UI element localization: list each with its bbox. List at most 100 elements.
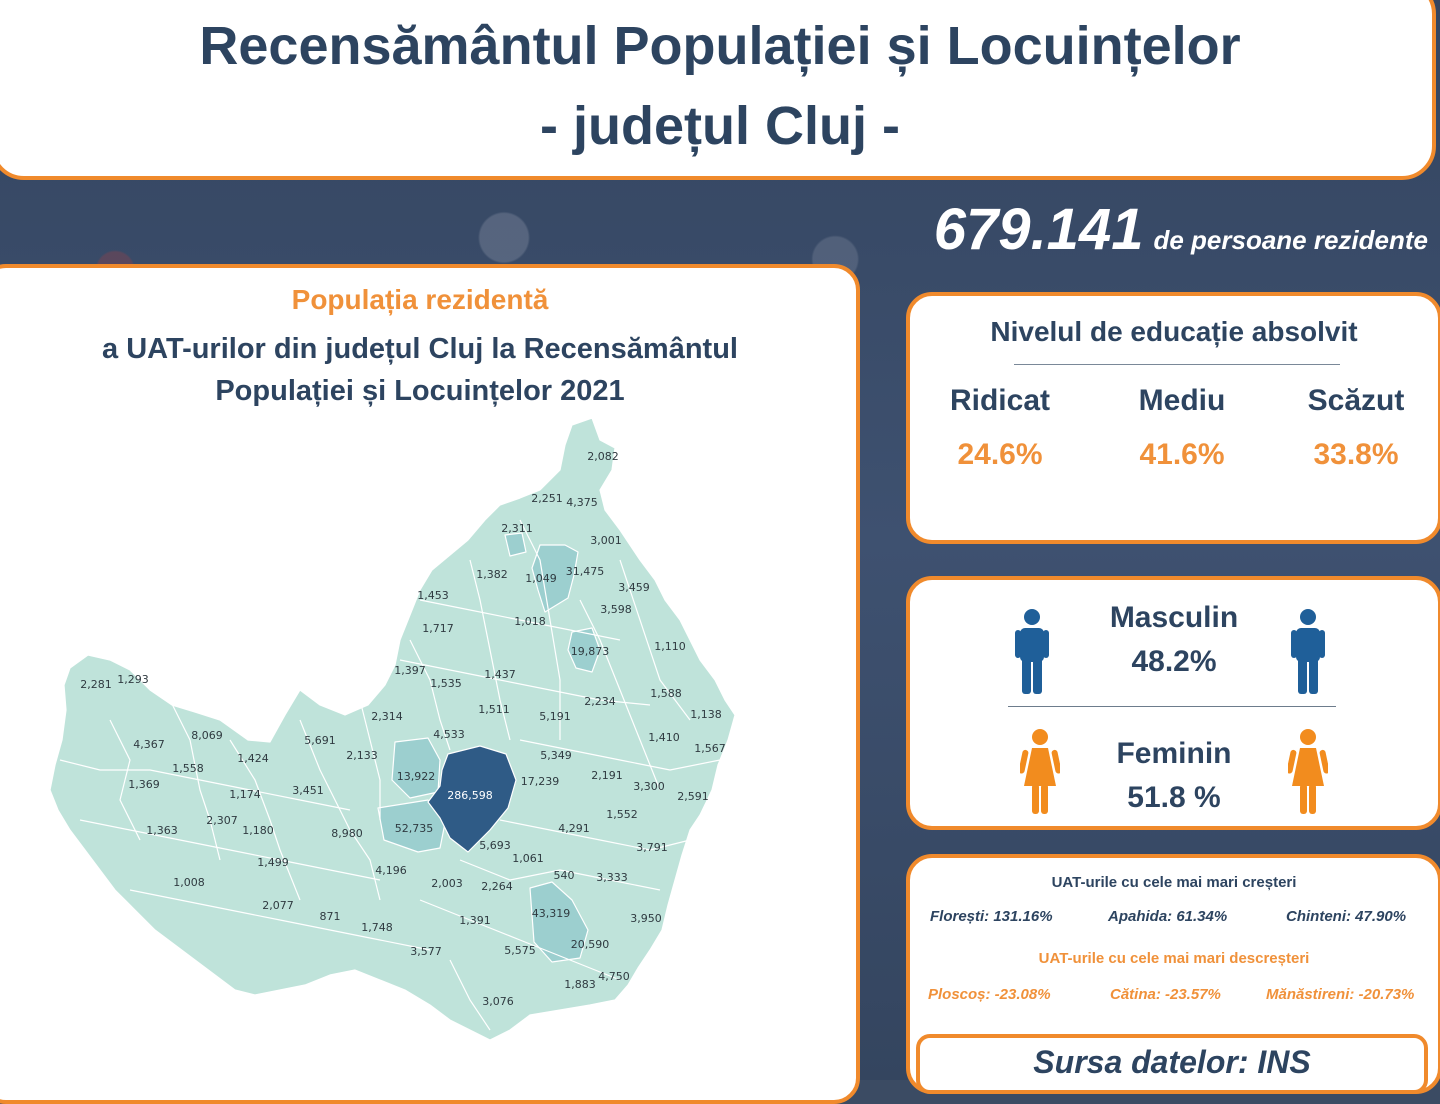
- education-medium: Mediu 41.6%: [1092, 384, 1272, 472]
- map-label: 1,397: [394, 664, 426, 677]
- region-highlight-43319: [529, 881, 589, 963]
- male-value: 48.2%: [1131, 645, 1217, 678]
- gender-divider: [1008, 706, 1336, 707]
- growth-item: Chinteni: 47.90%: [1286, 908, 1407, 925]
- map-label: 2,307: [206, 814, 238, 827]
- map-label: 1,424: [237, 752, 269, 765]
- map-label: 3,076: [482, 995, 514, 1008]
- male-icon-right: [1291, 609, 1325, 694]
- map-label: 4,750: [598, 970, 630, 983]
- education-high-value: 24.6%: [957, 438, 1043, 471]
- total-population: 679.141 de persoane rezidente: [934, 196, 1428, 263]
- education-high-label: Ridicat: [949, 384, 1051, 417]
- region-cluj-napoca: [427, 745, 517, 853]
- map-label: 1,511: [478, 703, 510, 716]
- map-label: 3,791: [636, 841, 668, 854]
- map-label: 3,950: [630, 912, 662, 925]
- map-labels: 2,082 2,251 4,375 2,311 3,001 1,382 1,049 31,47…: [80, 450, 726, 1008]
- total-label: de persoane rezidente: [1153, 225, 1428, 255]
- map-label: 1,552: [606, 808, 638, 821]
- gender-card: Masculin 48.2% Feminin 51.8 %: [906, 576, 1440, 830]
- growth-item: Florești: 131.16%: [930, 908, 1053, 925]
- map-label: 1,049: [525, 572, 557, 585]
- map-label: 17,239: [521, 775, 560, 788]
- map-label: 3,598: [600, 603, 632, 616]
- cluj-county-map: 2,082 2,251 4,375 2,311 3,001 1,382 1,049 31,47…: [49, 417, 736, 1041]
- map-label: 43,319: [532, 907, 571, 920]
- map-title: Populația rezidentă: [291, 284, 549, 315]
- source-label: Sursa datelor: INS: [916, 1034, 1428, 1094]
- female-value: 51.8 %: [1127, 781, 1221, 814]
- female-icon-right: [1288, 729, 1328, 814]
- map-label: 1,717: [422, 622, 454, 635]
- map-label: 2,264: [481, 880, 513, 893]
- map-label: 1,558: [172, 762, 204, 775]
- map-label: 2,314: [371, 710, 403, 723]
- map-label: 2,311: [501, 522, 533, 535]
- map-label: 1,499: [257, 856, 289, 869]
- map-label: 2,082: [587, 450, 619, 463]
- education-divider: [1014, 364, 1340, 365]
- map-label: 5,575: [504, 944, 536, 957]
- map-label: 1,180: [242, 824, 274, 837]
- map-label: 1,391: [459, 914, 491, 927]
- page-subtitle: - județul Cluj -: [540, 96, 900, 156]
- page-title: Recensământul Populației și Locuințelor: [199, 16, 1241, 76]
- map-label: 8,069: [191, 729, 223, 742]
- decline-item: Cătina: -23.57%: [1110, 986, 1221, 1003]
- map-label: 4,291: [558, 822, 590, 835]
- map-subtitle: a UAT-urilor din județul Cluj la Recensă…: [30, 328, 810, 412]
- map-label: 1,453: [417, 589, 449, 602]
- map-label: 1,138: [690, 708, 722, 721]
- region-highlight-19873: [567, 627, 601, 673]
- map-label: 4,196: [375, 864, 407, 877]
- map-label: 1,588: [650, 687, 682, 700]
- map-label: 20,590: [571, 938, 610, 951]
- map-label: 1,883: [564, 978, 596, 991]
- map-label: 1,410: [648, 731, 680, 744]
- map-label: 1,437: [484, 668, 516, 681]
- decline-item: Ploscoș: -23.08%: [928, 986, 1051, 1003]
- county-outline: [49, 417, 736, 1041]
- map-label: 1,018: [514, 615, 546, 628]
- education-low-value: 33.8%: [1313, 438, 1399, 471]
- map-label: 1,008: [173, 876, 205, 889]
- map-label: 1,363: [146, 824, 178, 837]
- map-label: 1,110: [654, 640, 686, 653]
- region-highlight-31475: [531, 544, 579, 613]
- title-box: [0, 0, 1436, 180]
- map-label: 3,300: [633, 780, 665, 793]
- map-subtitle-line2: Populației și Locuințelor 2021: [215, 375, 625, 407]
- education-high: Ridicat 24.6%: [910, 384, 1090, 472]
- map-label: 5,691: [304, 734, 336, 747]
- map-label: 8,980: [331, 827, 363, 840]
- region-highlight-52735: [377, 799, 447, 853]
- map-label: 2,077: [262, 899, 294, 912]
- map-label: 2,234: [584, 695, 616, 708]
- map-label: 2,003: [431, 877, 463, 890]
- male-icon-left: [1015, 609, 1049, 694]
- education-medium-label: Mediu: [1138, 384, 1226, 417]
- growth-item: Apahida: 61.34%: [1108, 908, 1228, 925]
- map-label: 5,191: [539, 710, 571, 723]
- map-label: 3,451: [292, 784, 324, 797]
- map-label: 3,333: [596, 871, 628, 884]
- region-highlight-2311: [504, 532, 527, 557]
- map-subtitle-line1: a UAT-urilor din județul Cluj la Recensă…: [102, 333, 738, 365]
- education-card: Nivelul de educație absolvit Ridicat 24.…: [906, 292, 1440, 544]
- map-label: 31,475: [566, 565, 605, 578]
- map-label: 2,591: [677, 790, 709, 803]
- map-label: 1,061: [512, 852, 544, 865]
- map-label: 2,191: [591, 769, 623, 782]
- map-label: 13,922: [397, 770, 436, 783]
- map-label: 1,174: [229, 788, 261, 801]
- growth-title: UAT-urile cu cele mai mari creșteri: [1051, 874, 1297, 891]
- male-label: Masculin: [1109, 601, 1239, 634]
- map-label: 1,293: [117, 673, 149, 686]
- female-icon-left: [1020, 729, 1060, 814]
- map-label: 3,577: [410, 945, 442, 958]
- map-label: 2,133: [346, 749, 378, 762]
- education-low: Scăzut 33.8%: [1266, 384, 1440, 472]
- map-label: 1,748: [361, 921, 393, 934]
- map-label: 5,349: [540, 749, 572, 762]
